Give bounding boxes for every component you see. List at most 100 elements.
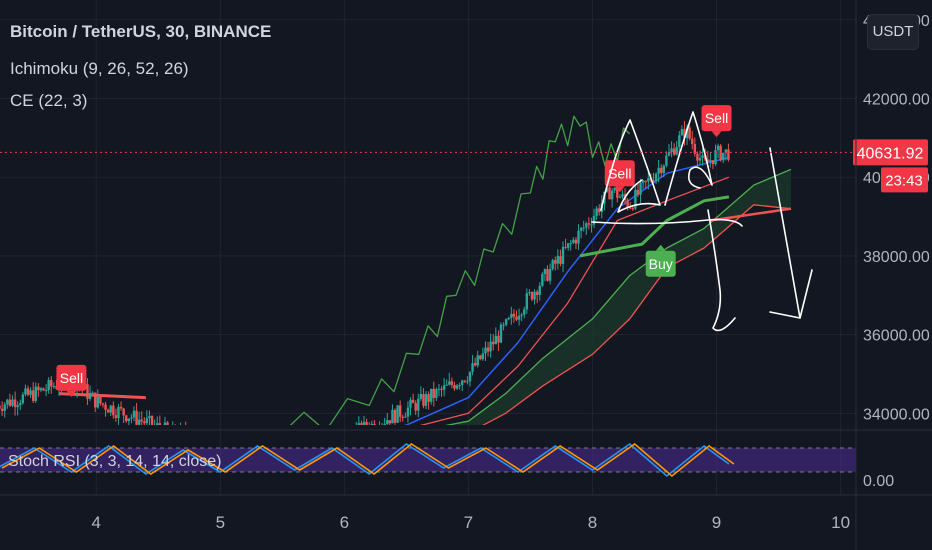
candle-body	[466, 381, 469, 383]
candle-body	[698, 157, 702, 161]
signal-label-text: Sell	[60, 370, 83, 386]
stoch-k-line	[0, 442, 730, 478]
candle-body	[510, 313, 513, 318]
candle-body	[50, 380, 53, 387]
candle-body	[163, 422, 167, 425]
drawing-arrow-down	[769, 147, 813, 319]
candle-body	[252, 437, 254, 439]
candle-body	[345, 433, 347, 440]
indicator-ichimoku-label[interactable]: Ichimoku (9, 26, 52, 26)	[10, 59, 189, 78]
candle-body	[691, 138, 694, 145]
candle-body	[135, 410, 138, 425]
candle-body	[42, 388, 45, 391]
candle-body	[662, 165, 666, 173]
candle-body	[486, 347, 490, 352]
candle-body	[99, 396, 102, 404]
symbol-title[interactable]: Bitcoin / TetherUS, 30, BINANCE	[10, 22, 272, 41]
candle-body	[270, 443, 272, 447]
candle-body	[657, 167, 660, 174]
candle-body	[29, 390, 32, 395]
candle-body	[398, 405, 402, 417]
candle-body	[112, 405, 115, 416]
ce-short-stop	[710, 207, 792, 222]
indicator-ce-label[interactable]: CE (22, 3)	[10, 91, 88, 110]
candle-body	[215, 433, 217, 434]
candle-body	[678, 135, 681, 147]
candle-body	[0, 408, 4, 411]
candle-body	[182, 428, 184, 430]
price-axis-tick: 42000.00	[863, 92, 930, 109]
candle-body	[228, 437, 230, 447]
candle-body	[577, 230, 580, 244]
candle-body	[21, 394, 25, 404]
candle-body	[362, 421, 366, 425]
candle-body	[169, 429, 171, 433]
stoch-rsi-label[interactable]: Stoch RSI (3, 3, 14, 14, close)	[8, 453, 222, 470]
candle-body	[140, 419, 143, 422]
candle-body	[267, 444, 269, 447]
candle-body	[551, 260, 554, 270]
candle-body	[448, 381, 451, 385]
candle-body	[381, 425, 383, 430]
candle-body	[0, 405, 1, 409]
time-axis-tick: 10	[831, 513, 850, 532]
signal-label-tip	[711, 131, 722, 138]
candle-body	[647, 178, 650, 182]
candle-body	[132, 410, 136, 418]
candle-body	[685, 127, 689, 139]
candle-body	[585, 223, 588, 228]
candle-body	[641, 180, 645, 183]
candle-body	[39, 388, 43, 391]
candle-body	[340, 433, 342, 434]
candle-body	[515, 316, 518, 320]
candle-body	[13, 399, 17, 408]
candle-body	[332, 439, 334, 443]
candle-body	[561, 246, 565, 264]
candle-body	[44, 390, 48, 392]
candle-body	[613, 187, 616, 191]
candle-body	[241, 438, 243, 448]
candle-body	[587, 223, 591, 225]
signal-label-text: Buy	[649, 256, 673, 272]
candle-body	[166, 422, 169, 425]
last-price-badge	[853, 139, 928, 166]
candle-body	[101, 403, 105, 405]
candle-body	[618, 196, 622, 198]
candle-body	[247, 441, 249, 449]
currency-button[interactable]: USDT	[867, 14, 919, 50]
candle-body	[203, 442, 205, 444]
candle-body	[153, 425, 155, 426]
signal-label-text: Sell	[705, 110, 728, 126]
candle-body	[236, 434, 238, 445]
price-axis-tick: 38000.00	[863, 249, 930, 266]
ichimoku-lagging-span	[289, 115, 631, 425]
candle-body	[675, 146, 678, 155]
candle-body	[489, 341, 492, 352]
candle-body	[303, 439, 305, 446]
candle-body	[716, 145, 720, 151]
candle-body	[96, 396, 99, 408]
candle-body	[432, 388, 435, 398]
candle-body	[409, 399, 412, 408]
candle-body	[401, 416, 404, 418]
candle-body	[417, 398, 420, 411]
stoch-d-line	[1, 442, 735, 478]
candle-body	[461, 380, 464, 386]
ichimoku-tenkan	[403, 156, 730, 425]
candle-body	[463, 380, 467, 382]
candle-body	[538, 285, 541, 295]
time-axis-tick: 4	[92, 513, 101, 532]
candle-body	[590, 224, 593, 226]
candle-body	[450, 381, 454, 385]
drawing-neckline	[591, 218, 743, 227]
candle-body	[440, 388, 443, 390]
candle-body	[137, 419, 141, 425]
candle-body	[26, 388, 30, 395]
drawing-triangle-right	[664, 111, 713, 206]
candle-body	[411, 399, 415, 404]
candle-body	[608, 187, 611, 200]
candle-body	[492, 341, 495, 345]
candle-body	[360, 423, 363, 425]
candle-body	[197, 431, 199, 433]
